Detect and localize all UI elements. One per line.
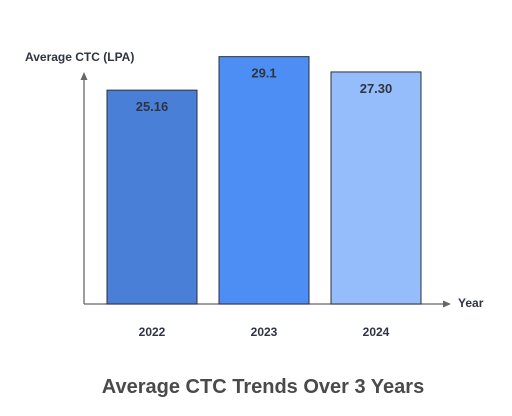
x-axis-title: Year <box>458 296 484 310</box>
x-tick-label-2022: 2022 <box>139 325 166 339</box>
value-label-2023: 29.1 <box>251 66 276 81</box>
value-labels-group: 25.16 29.1 27.30 <box>136 66 393 114</box>
value-label-2022: 25.16 <box>136 99 169 114</box>
y-axis-arrow-icon <box>80 72 88 80</box>
y-axis-title: Average CTC (LPA) <box>25 50 134 64</box>
x-tick-label-2024: 2024 <box>363 325 390 339</box>
x-tick-label-2023: 2023 <box>251 325 278 339</box>
bar-2023 <box>218 56 310 305</box>
chart-title: Average CTC Trends Over 3 Years <box>102 376 424 398</box>
bar-2022 <box>106 89 198 305</box>
bar-2024 <box>330 71 422 305</box>
x-axis-arrow-icon <box>443 300 451 308</box>
x-tick-labels-group: 2022 2023 2024 <box>139 325 390 339</box>
value-label-2024: 27.30 <box>360 81 393 96</box>
bars-group <box>106 56 422 305</box>
